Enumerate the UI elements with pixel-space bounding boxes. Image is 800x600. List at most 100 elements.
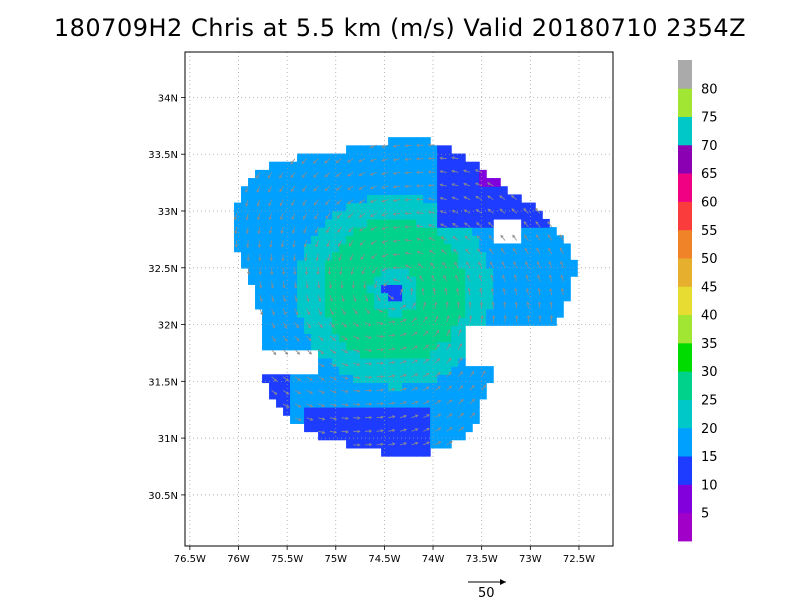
wind-vector xyxy=(446,399,453,405)
wind-vector xyxy=(469,315,473,323)
wind-speed-cell xyxy=(269,186,277,196)
wind-vector xyxy=(324,172,331,178)
wind-speed-cell xyxy=(507,251,515,261)
wind-vector xyxy=(303,240,307,248)
wind-speed-cell xyxy=(234,243,242,253)
wind-speed-cell xyxy=(339,259,347,269)
wind-speed-cell xyxy=(332,382,340,392)
wind-vector xyxy=(446,343,451,350)
wind-speed-cell xyxy=(451,194,459,204)
wind-vector xyxy=(441,249,447,255)
wind-speed-cell xyxy=(437,218,445,228)
wind-speed-cell xyxy=(262,317,270,326)
wind-speed-cell xyxy=(388,153,396,163)
wind-speed-cell xyxy=(423,317,431,326)
wind-speed-cell xyxy=(423,235,431,245)
wind-speed-cell xyxy=(465,186,473,196)
wind-speed-cell xyxy=(444,284,452,294)
wind-speed-cell xyxy=(339,398,347,408)
wind-speed-cell xyxy=(290,243,298,253)
wind-speed-cell xyxy=(311,178,319,187)
wind-speed-cell xyxy=(297,243,305,253)
wind-speed-cell xyxy=(339,276,347,285)
wind-speed-cell xyxy=(283,308,291,318)
wind-speed-cell xyxy=(297,292,305,302)
wind-speed-cell xyxy=(395,407,403,416)
wind-speed-cell xyxy=(542,268,550,277)
wind-speed-cell xyxy=(339,333,347,343)
wind-speed-cell xyxy=(409,423,417,433)
colorbar-label: 70 xyxy=(701,139,718,154)
wind-speed-cell xyxy=(535,235,543,245)
wind-speed-cell xyxy=(444,300,452,310)
wind-speed-cell xyxy=(465,423,473,433)
wind-speed-cell xyxy=(423,259,431,269)
wind-speed-cell xyxy=(395,145,403,155)
wind-speed-cell xyxy=(325,431,333,441)
wind-speed-cell xyxy=(374,333,382,343)
wind-speed-cell xyxy=(437,243,445,253)
wind-speed-cell xyxy=(479,259,487,269)
wind-speed-cell xyxy=(297,300,305,310)
wind-speed-cell xyxy=(402,284,410,294)
wind-speed-cell xyxy=(430,202,438,212)
wind-vector xyxy=(301,158,307,165)
wind-speed-cell xyxy=(262,186,270,196)
wind-speed-cell xyxy=(241,235,249,245)
wind-vector xyxy=(404,264,412,269)
wind-speed-cell xyxy=(521,202,529,212)
wind-speed-cell xyxy=(430,431,438,441)
wind-speed-cell xyxy=(451,210,459,220)
wind-vector xyxy=(464,222,471,228)
wind-speed-cell xyxy=(465,300,473,310)
wind-vector xyxy=(369,199,377,203)
wind-vector xyxy=(376,442,384,446)
wind-speed-cell xyxy=(367,268,375,277)
wind-speed-cell xyxy=(500,243,508,253)
wind-speed-cell xyxy=(353,423,361,433)
wind-speed-cell xyxy=(297,284,305,294)
wind-vector xyxy=(535,207,541,214)
colorbar-label: 20 xyxy=(701,422,718,437)
wind-vector xyxy=(306,322,311,329)
wind-vector xyxy=(259,294,263,303)
wind-vector xyxy=(341,362,349,367)
wind-vector xyxy=(439,196,447,200)
wind-speed-cell xyxy=(388,202,396,212)
colorbar-swatch xyxy=(678,512,692,542)
wind-speed-cell xyxy=(409,382,417,392)
wind-speed-cell xyxy=(465,366,473,375)
wind-vector xyxy=(376,334,384,339)
wind-vector xyxy=(358,172,366,176)
wind-speed-cell xyxy=(451,341,459,351)
wind-speed-cell xyxy=(528,300,536,310)
wind-speed-cell xyxy=(542,284,550,294)
wind-speed-cell xyxy=(297,390,305,400)
wind-speed-cell xyxy=(381,284,389,294)
wind-vector xyxy=(352,294,357,302)
wind-vector xyxy=(318,390,325,394)
wind-speed-cell xyxy=(451,349,459,359)
wind-speed-cell xyxy=(339,194,347,204)
wind-speed-cell xyxy=(451,317,459,326)
wind-speed-cell xyxy=(416,268,424,277)
wind-speed-cell xyxy=(290,308,298,318)
wind-speed-cell xyxy=(290,251,298,261)
wind-speed-cell xyxy=(290,415,298,424)
wind-speed-cell xyxy=(276,243,284,253)
wind-speed-cell xyxy=(542,259,550,269)
wind-speed-cell xyxy=(248,276,256,285)
wind-speed-cell xyxy=(381,251,389,261)
wind-speed-cell xyxy=(311,415,319,424)
wind-speed-cell xyxy=(283,169,291,179)
wind-vector xyxy=(549,314,554,323)
wind-speed-cell xyxy=(479,366,487,375)
wind-speed-cell xyxy=(542,235,550,245)
wind-vector xyxy=(329,349,337,354)
wind-vector xyxy=(451,223,459,228)
wind-speed-cell xyxy=(479,194,487,204)
wind-vector xyxy=(325,199,331,206)
wind-vector xyxy=(523,221,529,228)
colorbar-swatch xyxy=(678,456,692,485)
wind-speed-cell xyxy=(367,390,375,400)
